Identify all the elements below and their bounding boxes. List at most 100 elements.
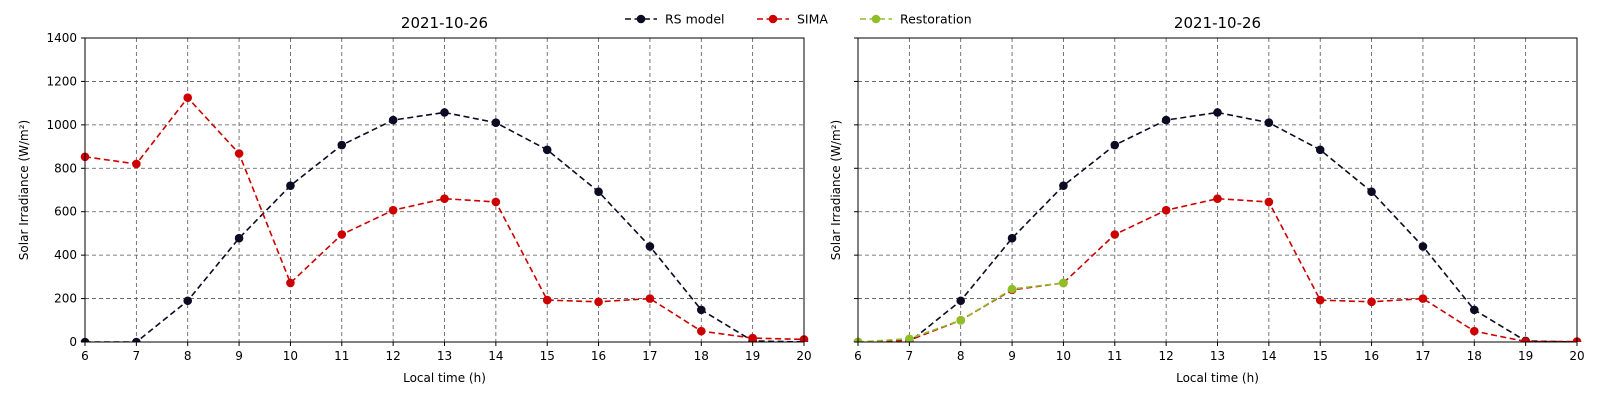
x-tick-label-6: 6 bbox=[81, 349, 89, 363]
data-point-sima-13 bbox=[1213, 194, 1222, 203]
y-tick-label-1200: 1200 bbox=[46, 74, 77, 88]
x-tick-label-13: 13 bbox=[1210, 349, 1225, 363]
x-tick-label-16: 16 bbox=[591, 349, 606, 363]
series-line-rs-model bbox=[858, 111, 1578, 342]
x-tick-label-19: 19 bbox=[1518, 349, 1533, 363]
legend-marker-rs-model bbox=[636, 14, 646, 24]
legend-label-rs-model: RS model bbox=[665, 12, 725, 27]
data-point-sima-19 bbox=[1521, 337, 1530, 342]
x-tick-label-15: 15 bbox=[1313, 349, 1328, 363]
x-axis-label: Local time (h) bbox=[1176, 371, 1259, 385]
data-point-rs-model-15 bbox=[542, 145, 552, 155]
x-tick-label-10: 10 bbox=[283, 349, 298, 363]
data-point-sima-16 bbox=[1367, 297, 1376, 307]
x-tick-label-11: 11 bbox=[334, 349, 349, 363]
data-point-sima-13 bbox=[440, 194, 449, 203]
data-point-sima-17 bbox=[1418, 294, 1428, 303]
data-point-sima-17 bbox=[645, 294, 655, 303]
data-point-sima-18 bbox=[1469, 326, 1479, 336]
x-tick-label-12: 12 bbox=[386, 349, 401, 363]
y-axis-label: Solar Irradiance (W/m²) bbox=[17, 120, 31, 260]
data-point-rs-model-12 bbox=[1161, 115, 1171, 125]
data-point-sima-14 bbox=[491, 197, 501, 207]
data-point-rs-model-17 bbox=[645, 242, 655, 251]
data-point-rs-model-16 bbox=[1367, 187, 1376, 197]
data-point-rs-model-18 bbox=[696, 305, 706, 315]
y-tick-label-200: 200 bbox=[54, 292, 77, 306]
data-point-sima-9 bbox=[234, 149, 244, 158]
y-tick-label-800: 800 bbox=[54, 161, 77, 175]
data-point-sima-8 bbox=[183, 93, 193, 103]
x-tick-label-10: 10 bbox=[1056, 349, 1071, 363]
y-tick-label-600: 600 bbox=[54, 205, 77, 219]
x-tick-label-8: 8 bbox=[957, 349, 965, 363]
x-tick-label-6: 6 bbox=[854, 349, 862, 363]
data-point-sima-16 bbox=[594, 297, 603, 307]
data-point-sima-12 bbox=[388, 205, 398, 215]
data-point-sima-19 bbox=[748, 333, 757, 342]
legend-entry-sima: SIMA bbox=[757, 12, 828, 27]
data-point-rs-model-13 bbox=[440, 108, 449, 117]
x-tick-label-18: 18 bbox=[1467, 349, 1482, 363]
x-tick-label-15: 15 bbox=[540, 349, 555, 363]
x-tick-label-13: 13 bbox=[437, 349, 452, 363]
data-point-sima-15 bbox=[542, 295, 552, 305]
data-point-restoration-9 bbox=[1007, 284, 1017, 294]
data-point-rs-model-15 bbox=[1315, 145, 1325, 155]
x-tick-label-11: 11 bbox=[1107, 349, 1122, 363]
data-point-rs-model-18 bbox=[1469, 305, 1479, 315]
y-tick-label-0: 0 bbox=[69, 335, 77, 349]
data-point-rs-model-14 bbox=[1264, 118, 1274, 127]
chart-panel-right: 2021-10-26 6 7 8 9 10 11 12 13 14 15 16 17 18 19 20 Loca… bbox=[829, 14, 1585, 385]
data-point-rs-model-12 bbox=[388, 115, 398, 125]
data-point-rs-model-10 bbox=[1059, 181, 1068, 190]
chart-panel-left: 2021-10-266 7 8 9 10 11 12 13 14 15 16 17 18 19 200200… bbox=[17, 14, 812, 385]
data-point-rs-model-16 bbox=[594, 187, 603, 197]
legend-label-restoration: Restoration bbox=[900, 12, 972, 27]
x-tick-label-14: 14 bbox=[1261, 349, 1276, 363]
y-tick-label-1000: 1000 bbox=[46, 118, 77, 132]
y-tick-label-400: 400 bbox=[54, 248, 77, 262]
data-point-sima-18 bbox=[696, 326, 706, 336]
data-point-rs-model-7 bbox=[132, 337, 141, 342]
x-tick-label-7: 7 bbox=[133, 349, 141, 363]
x-tick-label-9: 9 bbox=[1008, 349, 1016, 363]
series-restoration bbox=[853, 278, 1068, 342]
data-point-restoration-10 bbox=[1059, 278, 1068, 288]
legend-marker-restoration bbox=[871, 14, 881, 24]
data-point-rs-model-8 bbox=[183, 296, 193, 306]
data-point-sima-10 bbox=[286, 278, 295, 288]
x-tick-label-8: 8 bbox=[184, 349, 192, 363]
data-point-restoration-7 bbox=[905, 334, 914, 342]
data-point-rs-model-9 bbox=[234, 233, 244, 243]
data-point-rs-model-10 bbox=[286, 181, 295, 190]
x-axis-label: Local time (h) bbox=[403, 371, 486, 385]
data-point-rs-model-13 bbox=[1213, 108, 1222, 117]
chart-title: 2021-10-26 bbox=[401, 14, 488, 32]
x-tick-label-14: 14 bbox=[488, 349, 503, 363]
data-point-sima-12 bbox=[1161, 205, 1171, 215]
x-tick-label-17: 17 bbox=[642, 349, 657, 363]
legend-label-sima: SIMA bbox=[797, 12, 828, 27]
data-point-rs-model-8 bbox=[956, 296, 966, 306]
data-point-rs-model-17 bbox=[1418, 242, 1428, 251]
series-line-rs-model bbox=[85, 111, 805, 342]
x-tick-label-16: 16 bbox=[1364, 349, 1379, 363]
data-point-sima-7 bbox=[132, 159, 141, 169]
data-point-rs-model-11 bbox=[1110, 140, 1120, 150]
data-point-sima-11 bbox=[1110, 230, 1120, 239]
data-point-sima-14 bbox=[1264, 197, 1274, 207]
series-sima bbox=[80, 93, 809, 342]
x-tick-label-17: 17 bbox=[1415, 349, 1430, 363]
data-point-rs-model-11 bbox=[337, 140, 347, 150]
x-tick-label-20: 20 bbox=[1569, 349, 1584, 363]
data-point-rs-model-9 bbox=[1007, 233, 1017, 243]
legend-entry-restoration: Restoration bbox=[860, 12, 972, 27]
legend-entry-rs-model: RS model bbox=[625, 12, 725, 27]
series-line-sima bbox=[84, 96, 805, 341]
legend: RS model SIMA Restoration bbox=[625, 12, 972, 27]
chart-title: 2021-10-26 bbox=[1174, 14, 1261, 32]
data-point-sima-11 bbox=[337, 230, 347, 239]
x-tick-label-18: 18 bbox=[694, 349, 709, 363]
